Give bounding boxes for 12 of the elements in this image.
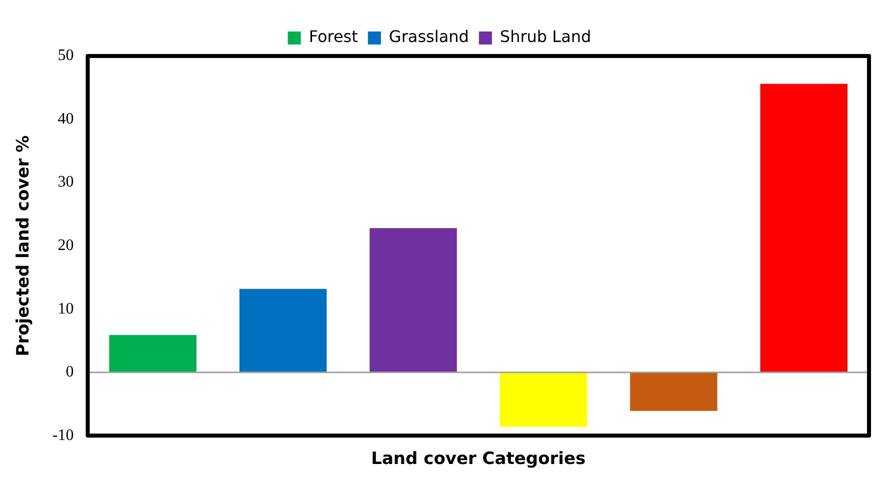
y-axis-title: Projected land cover % (14, 135, 34, 356)
y-tick-label: 20 (58, 237, 74, 254)
y-tick-label: 40 (58, 110, 74, 128)
x-axis-title: Land cover Categories (371, 449, 586, 470)
y-tick-label: 10 (58, 300, 74, 318)
y-tick-label: 0 (66, 364, 74, 381)
y-tick-label: -10 (52, 426, 74, 444)
y-tick-label: 30 (58, 174, 74, 191)
y-tick-label: 50 (58, 47, 74, 64)
legend-label: Forest (308, 27, 358, 46)
legend-label: Shrub Land (500, 27, 592, 46)
legend-label: Grassland (388, 27, 469, 46)
